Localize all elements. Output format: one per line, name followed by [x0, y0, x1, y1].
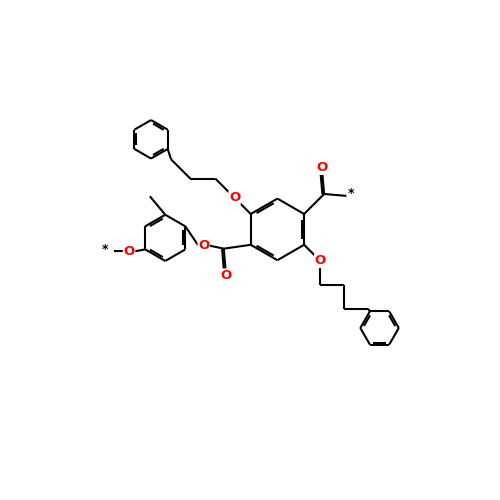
- Text: *: *: [348, 188, 354, 200]
- Text: O: O: [229, 192, 240, 204]
- Text: O: O: [220, 269, 232, 282]
- Text: O: O: [314, 254, 326, 268]
- Text: O: O: [198, 239, 209, 252]
- Text: O: O: [124, 245, 134, 258]
- Text: *: *: [102, 242, 108, 256]
- Text: O: O: [316, 162, 328, 174]
